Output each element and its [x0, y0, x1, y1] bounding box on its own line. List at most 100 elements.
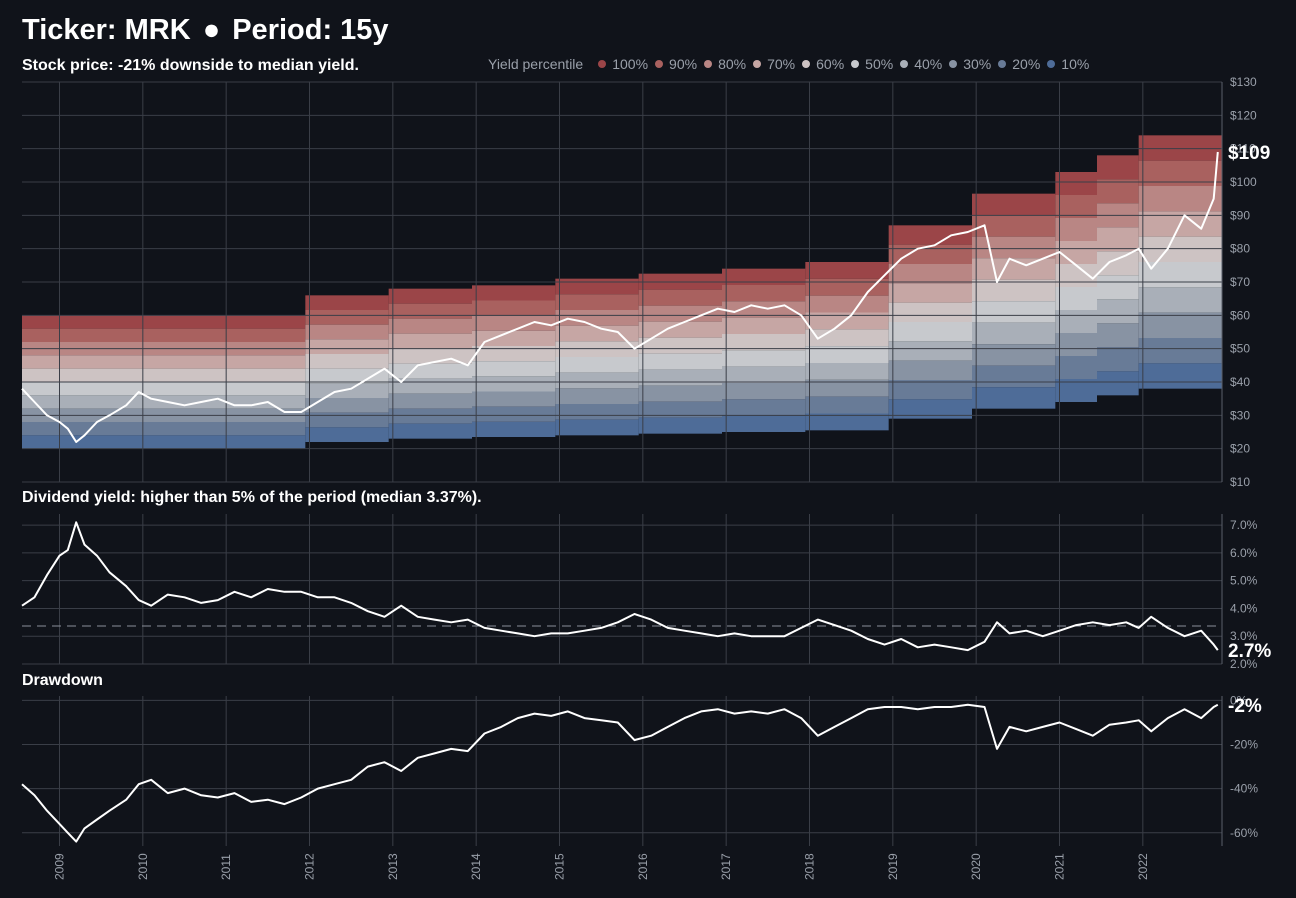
percentile-band [388, 423, 472, 439]
y-tick-label: $100 [1230, 175, 1257, 189]
yield-subtitle: Dividend yield: higher than 5% of the pe… [22, 489, 482, 506]
yield-series-line [21, 521, 1219, 652]
x-tick-label: 2018 [803, 853, 817, 880]
percentile-band [1097, 371, 1139, 396]
x-tick-label: 2010 [136, 853, 150, 880]
percentile-band [1055, 379, 1097, 402]
legend-swatch [949, 60, 958, 68]
percentile-band [805, 278, 889, 296]
percentile-band [888, 225, 972, 245]
legend-item: 50% [851, 56, 893, 72]
x-tick-label: 2012 [303, 853, 317, 880]
percentile-band [888, 244, 972, 264]
legend-label: 70% [767, 56, 796, 72]
percentile-band [972, 215, 1056, 237]
y-tick-label: $60 [1230, 308, 1250, 322]
percentile-band [805, 346, 889, 363]
percentile-band [555, 341, 639, 357]
percentile-band [388, 348, 472, 364]
legend-item: 30% [949, 56, 991, 72]
legend-label: 10% [1061, 56, 1090, 72]
percentile-band [638, 369, 722, 386]
x-tick-label: 2020 [969, 853, 983, 880]
y-tick-label: $70 [1230, 275, 1250, 289]
percentile-band [555, 372, 639, 389]
percentile-band [1138, 135, 1222, 161]
legend-item: 90% [655, 56, 697, 72]
percentile-band [305, 354, 389, 369]
y-tick-label: 4.0% [1230, 601, 1258, 615]
percentile-band [1055, 172, 1097, 195]
percentile-band [305, 368, 389, 384]
y-tick-label: 2.0% [1230, 657, 1258, 671]
percentile-band [555, 278, 639, 295]
percentile-band [472, 421, 556, 437]
percentile-band [1138, 236, 1222, 262]
percentile-band [555, 404, 639, 420]
drawdown-series-line [21, 703, 1219, 843]
percentile-band [305, 339, 389, 354]
percentile-band [388, 363, 472, 379]
percentile-band [638, 337, 722, 354]
percentile-band [22, 368, 306, 382]
percentile-band [888, 360, 972, 380]
chart-title: Ticker: MRK ● Period: 15y [22, 14, 389, 47]
percentile-band [1055, 333, 1097, 356]
y-tick-label: 7.0% [1230, 518, 1258, 532]
x-tick-label: 2009 [53, 853, 67, 880]
percentile-band [472, 315, 556, 331]
drawdown-last-value-label: -2% [1228, 696, 1262, 717]
legend-label: 100% [612, 56, 649, 72]
percentile-band [638, 417, 722, 434]
x-tick-label: 2015 [553, 853, 567, 880]
percentile-band [888, 341, 972, 361]
y-tick-label: 6.0% [1230, 546, 1258, 560]
y-tick-label: -20% [1230, 738, 1258, 752]
price-subtitle: Stock price: -21% downside to median yie… [22, 57, 359, 74]
price-last-value-label: $109 [1228, 143, 1270, 164]
x-tick-label: 2016 [636, 853, 650, 880]
percentile-band [22, 315, 306, 329]
percentile-band [472, 391, 556, 407]
percentile-band [388, 288, 472, 304]
percentile-band [638, 353, 722, 370]
percentile-band [1097, 347, 1139, 372]
legend-item: 70% [753, 56, 795, 72]
percentile-band [722, 415, 806, 432]
percentile-band [22, 382, 306, 396]
percentile-band [638, 401, 722, 418]
legend-label: 30% [963, 56, 992, 72]
y-tick-label: -60% [1230, 826, 1258, 840]
legend-swatch [704, 60, 713, 68]
percentile-band [1138, 363, 1222, 389]
percentile-band [1138, 287, 1222, 313]
percentile-band [722, 334, 806, 351]
percentile-band [888, 380, 972, 400]
legend-label: 20% [1012, 56, 1041, 72]
percentile-band [472, 300, 556, 316]
y-tick-label: $40 [1230, 375, 1250, 389]
percentile-band [638, 385, 722, 402]
percentile-band [555, 388, 639, 404]
percentile-band [805, 379, 889, 397]
percentile-band [805, 363, 889, 380]
percentile-band [22, 355, 306, 369]
percentile-band [638, 289, 722, 306]
percentile-band [1138, 262, 1222, 288]
y-tick-label: 5.0% [1230, 574, 1258, 588]
y-tick-label: -40% [1230, 782, 1258, 796]
percentile-band [1097, 155, 1139, 180]
legend-title: Yield percentile [488, 56, 584, 72]
percentile-band [388, 318, 472, 334]
percentile-band [972, 193, 1056, 216]
y-tick-label: $50 [1230, 342, 1250, 356]
y-tick-label: $110 [1230, 142, 1256, 156]
percentile-band [305, 383, 389, 398]
percentile-band [388, 393, 472, 409]
x-tick-label: 2014 [469, 853, 483, 880]
percentile-band [472, 376, 556, 392]
percentile-band [888, 264, 972, 284]
percentile-band [1097, 251, 1139, 276]
drawdown-subtitle: Drawdown [22, 672, 103, 689]
